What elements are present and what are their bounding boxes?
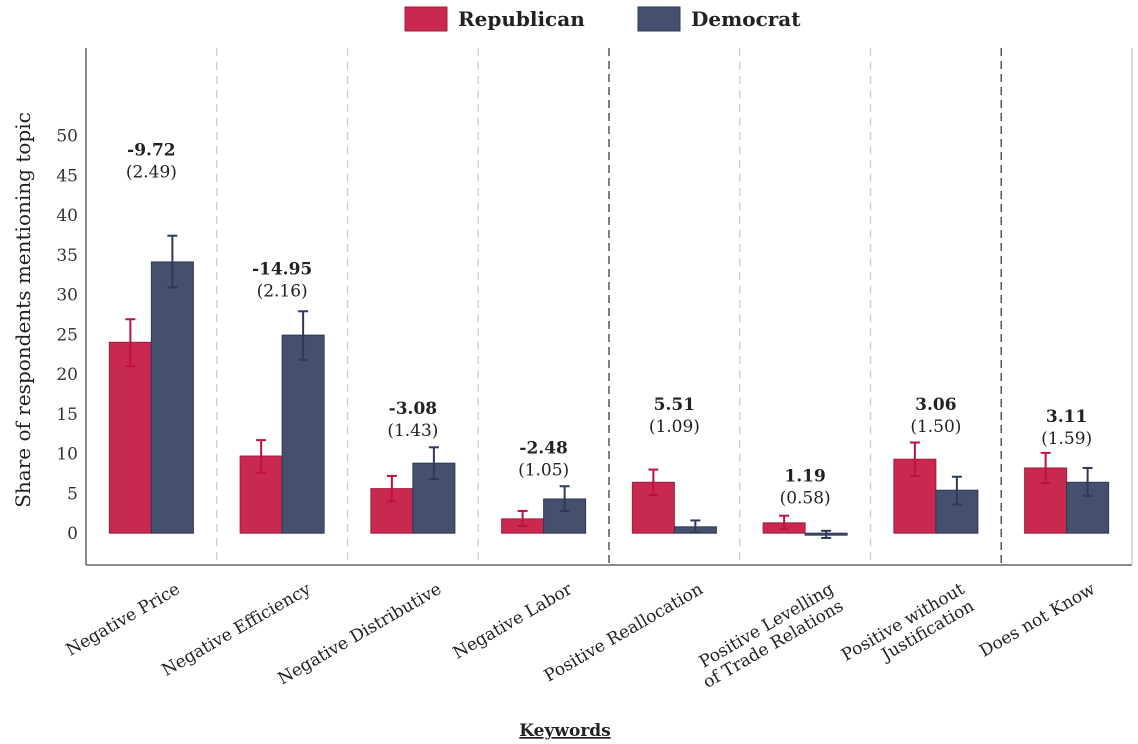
y-tick-label: 15	[56, 405, 78, 425]
legend-swatch-republican	[404, 6, 448, 32]
standard-error: (1.59)	[1041, 429, 1092, 449]
y-axis-ticks: 0 5 10 15 20 25 30 35 40 45 50	[56, 126, 78, 544]
x-category-line: Does not Know	[976, 579, 1099, 661]
difference-value: -3.08	[389, 399, 437, 419]
legend-label-republican: Republican	[458, 7, 585, 31]
x-category-label: Negative Labor	[450, 579, 577, 664]
bar-democrat	[281, 334, 325, 534]
standard-error: (2.16)	[257, 282, 308, 302]
bar-democrat	[150, 261, 194, 534]
y-tick-label: 40	[56, 206, 78, 226]
y-tick-label: 10	[56, 445, 78, 465]
difference-value: 3.06	[915, 395, 956, 415]
axes	[85, 48, 1133, 566]
difference-value: -2.48	[519, 439, 567, 459]
x-category-label: Does not Know	[976, 579, 1099, 661]
difference-value: -14.95	[252, 260, 312, 280]
y-tick-label: 0	[67, 524, 78, 544]
standard-error: (1.50)	[910, 417, 961, 437]
legend: Republican Democrat	[404, 6, 801, 32]
y-tick-label: 50	[56, 126, 78, 146]
standard-error: (1.43)	[387, 421, 438, 441]
standard-error: (2.49)	[126, 162, 177, 182]
bar-republican	[108, 341, 152, 534]
legend-swatch-democrat	[637, 6, 681, 32]
y-tick-label: 45	[56, 166, 78, 186]
difference-value: -9.72	[127, 140, 175, 160]
y-tick-label: 30	[56, 286, 78, 306]
difference-value: 5.51	[654, 395, 695, 415]
group-dividers	[216, 48, 1002, 565]
y-tick-label: 35	[56, 246, 78, 266]
difference-value: 1.19	[784, 466, 825, 486]
bar-republican	[631, 481, 675, 534]
legend-label-democrat: Democrat	[691, 7, 801, 31]
x-category-label: Negative Price	[63, 579, 184, 660]
bar-democrat	[935, 489, 979, 534]
y-tick-label: 25	[56, 325, 78, 345]
x-category-label: Positive withoutJustification	[838, 579, 978, 682]
y-axis-label: Share of respondents mentioning topic	[11, 112, 35, 508]
standard-error: (1.09)	[649, 417, 700, 437]
standard-error: (0.58)	[780, 488, 831, 508]
error-bars	[125, 234, 1093, 539]
y-tick-label: 20	[56, 365, 78, 385]
standard-error: (1.05)	[518, 461, 569, 481]
x-category-line: Negative Price	[63, 579, 184, 660]
x-category-label: Positive Levellingof Trade Relations	[690, 579, 847, 693]
x-category-line: Negative Labor	[450, 579, 577, 664]
y-tick-label: 5	[67, 484, 78, 504]
bars	[108, 261, 1110, 536]
difference-annotations: -9.72(2.49)-14.95(2.16)-3.08(1.43)-2.48(…	[126, 140, 1092, 508]
x-axis-label: Keywords	[519, 721, 610, 741]
difference-value: 3.11	[1046, 407, 1087, 427]
